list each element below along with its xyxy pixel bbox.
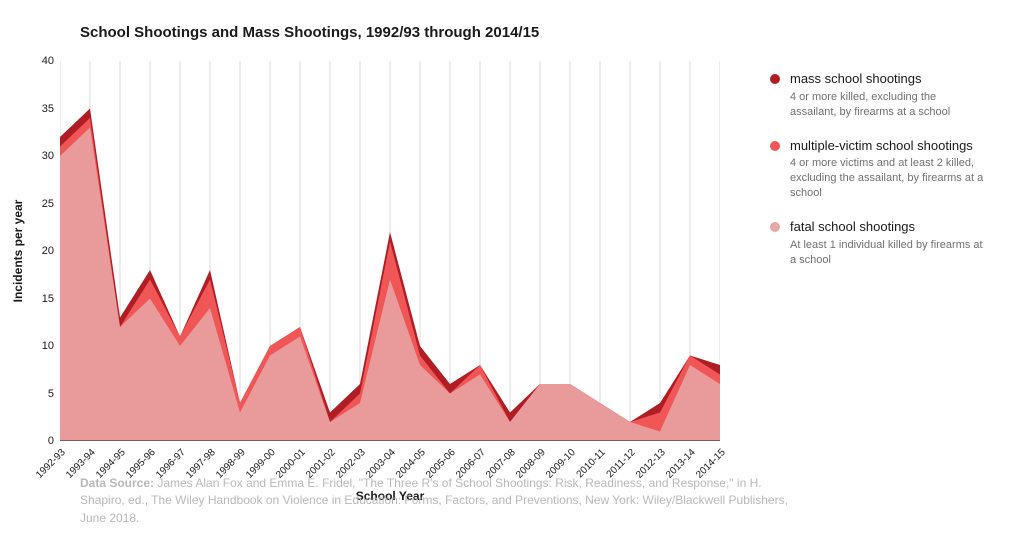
legend-label: multiple-victim school shootings [790,138,984,155]
chart-container: School Shootings and Mass Shootings, 199… [0,0,1024,547]
y-axis-label: Incidents per year [11,200,25,303]
legend-dot-icon [770,74,780,84]
y-tick: 30 [42,150,54,162]
x-tick: 1992-93 [34,447,68,481]
legend-dot-icon [770,141,780,151]
legend-item-fatal: fatal school shootings At least 1 individ… [770,219,984,268]
legend-label: fatal school shootings [790,219,984,236]
y-tick: 10 [42,340,54,352]
y-tick: 20 [42,245,54,257]
y-tick: 25 [42,198,54,210]
data-source-label: Data Source: [80,476,154,490]
legend-desc: At least 1 individual killed by firearms… [790,238,984,268]
chart-svg [60,61,720,441]
legend-desc: 4 or more victims and at least 2 killed,… [790,156,984,201]
legend-text: multiple-victim school shootings4 or mor… [790,138,984,201]
legend-label: mass school shootings [790,71,984,88]
legend-text: fatal school shootings At least 1 individ… [790,219,984,268]
legend-item-mass: mass school shootings 4 or more killed, e… [770,71,984,120]
legend-text: mass school shootings 4 or more killed, e… [790,71,984,120]
y-tick: 15 [42,293,54,305]
y-tick: 5 [48,388,54,400]
legend-desc: 4 or more killed, excluding the assailan… [790,90,984,120]
data-source-text: James Alan Fox and Emma E. Fridel, "The … [80,476,788,525]
legend-item-multiple: multiple-victim school shootings4 or mor… [770,138,984,201]
y-tick: 40 [42,55,54,67]
y-tick: 35 [42,103,54,115]
data-source: Data Source: James Alan Fox and Emma E. … [80,475,800,527]
legend: mass school shootings 4 or more killed, e… [770,61,984,286]
chart-title: School Shootings and Mass Shootings, 199… [80,24,984,41]
y-tick: 0 [48,435,54,447]
chart-plot-area: Incidents per year School Year 051015202… [60,61,720,441]
chart-row: Incidents per year School Year 051015202… [60,61,984,441]
legend-dot-icon [770,222,780,232]
